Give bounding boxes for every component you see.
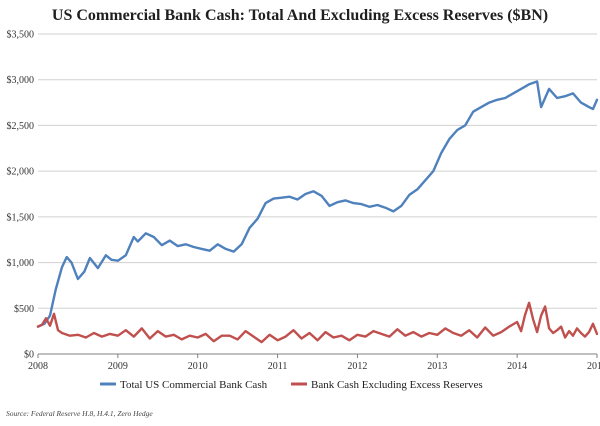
x-tick-label: 2008 [28, 361, 48, 372]
x-tick-label: 2010 [188, 361, 208, 372]
legend-label: Total US Commercial Bank Cash [120, 379, 268, 391]
series-line-2 [36, 301, 599, 344]
y-tick-label: $3,500 [7, 30, 35, 41]
y-tick-label: $1,000 [7, 258, 35, 269]
y-tick-label: $0 [24, 350, 34, 361]
x-tick-label: 2009 [108, 361, 128, 372]
series-line-1 [36, 80, 599, 328]
x-tick-label: 2014 [507, 361, 527, 372]
y-tick-label: $3,000 [7, 75, 35, 86]
x-tick-label: 2015 [587, 361, 600, 372]
x-axis-ticks: 2008 2009 2010 2011 2012 2013 2014 2015 [28, 354, 600, 372]
chart-title: US Commercial Bank Cash: Total And Exclu… [52, 7, 548, 24]
legend-label: Bank Cash Excluding Excess Reserves [311, 379, 483, 391]
y-tick-label: $500 [14, 304, 34, 315]
y-tick-label: $1,500 [7, 212, 35, 223]
source-note: Source: Federal Reserve H.8, H.4.1, Zero… [6, 409, 153, 418]
y-tick-label: $2,000 [7, 167, 35, 178]
y-axis-ticks: $0 $500 $1,000 $1,500 $2,000 $2,500 $3,000 $3,5… [7, 30, 35, 361]
series-lines [36, 80, 599, 344]
x-tick-label: 2011 [268, 361, 288, 372]
y-tick-label: $2,500 [7, 121, 35, 132]
legend: Total US Commercial Bank Cash Bank Cash E… [100, 379, 483, 391]
x-tick-label: 2013 [427, 361, 447, 372]
x-tick-label: 2012 [347, 361, 367, 372]
gridlines [38, 33, 597, 309]
